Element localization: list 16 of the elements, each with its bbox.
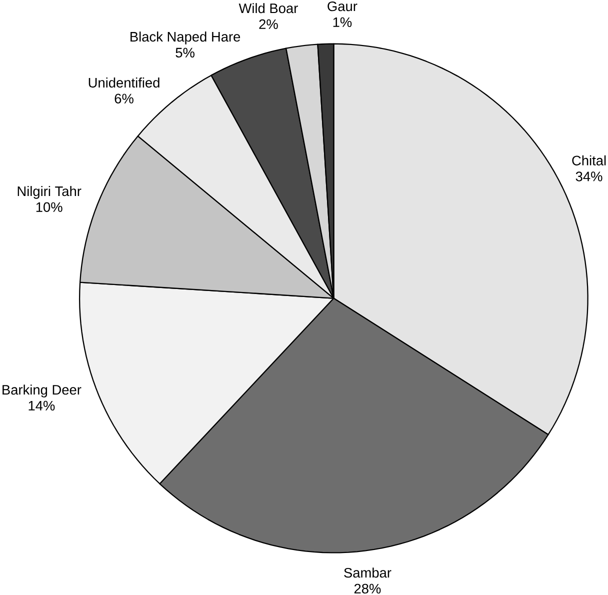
data-label: 28% bbox=[354, 584, 381, 594]
data-label: 5% bbox=[176, 48, 194, 58]
slice-label: Chital bbox=[572, 155, 606, 166]
data-label: 10% bbox=[36, 202, 62, 212]
data-label: 14% bbox=[28, 400, 55, 411]
slice-label: Sambar bbox=[344, 568, 392, 578]
slice-label: Black Naped Hare bbox=[130, 32, 240, 44]
slice-label: Gaur bbox=[328, 1, 358, 12]
slice-label: Nilgiri Tahr bbox=[18, 186, 82, 199]
data-label: 2% bbox=[259, 19, 278, 30]
data-label: 34% bbox=[576, 172, 602, 182]
data-label: 1% bbox=[333, 17, 352, 28]
slice-label: Barking Deer bbox=[2, 384, 82, 398]
slice-label: Unidentified bbox=[88, 78, 160, 88]
slice-label: Wild Boar bbox=[238, 3, 298, 14]
data-label: 6% bbox=[114, 94, 134, 104]
